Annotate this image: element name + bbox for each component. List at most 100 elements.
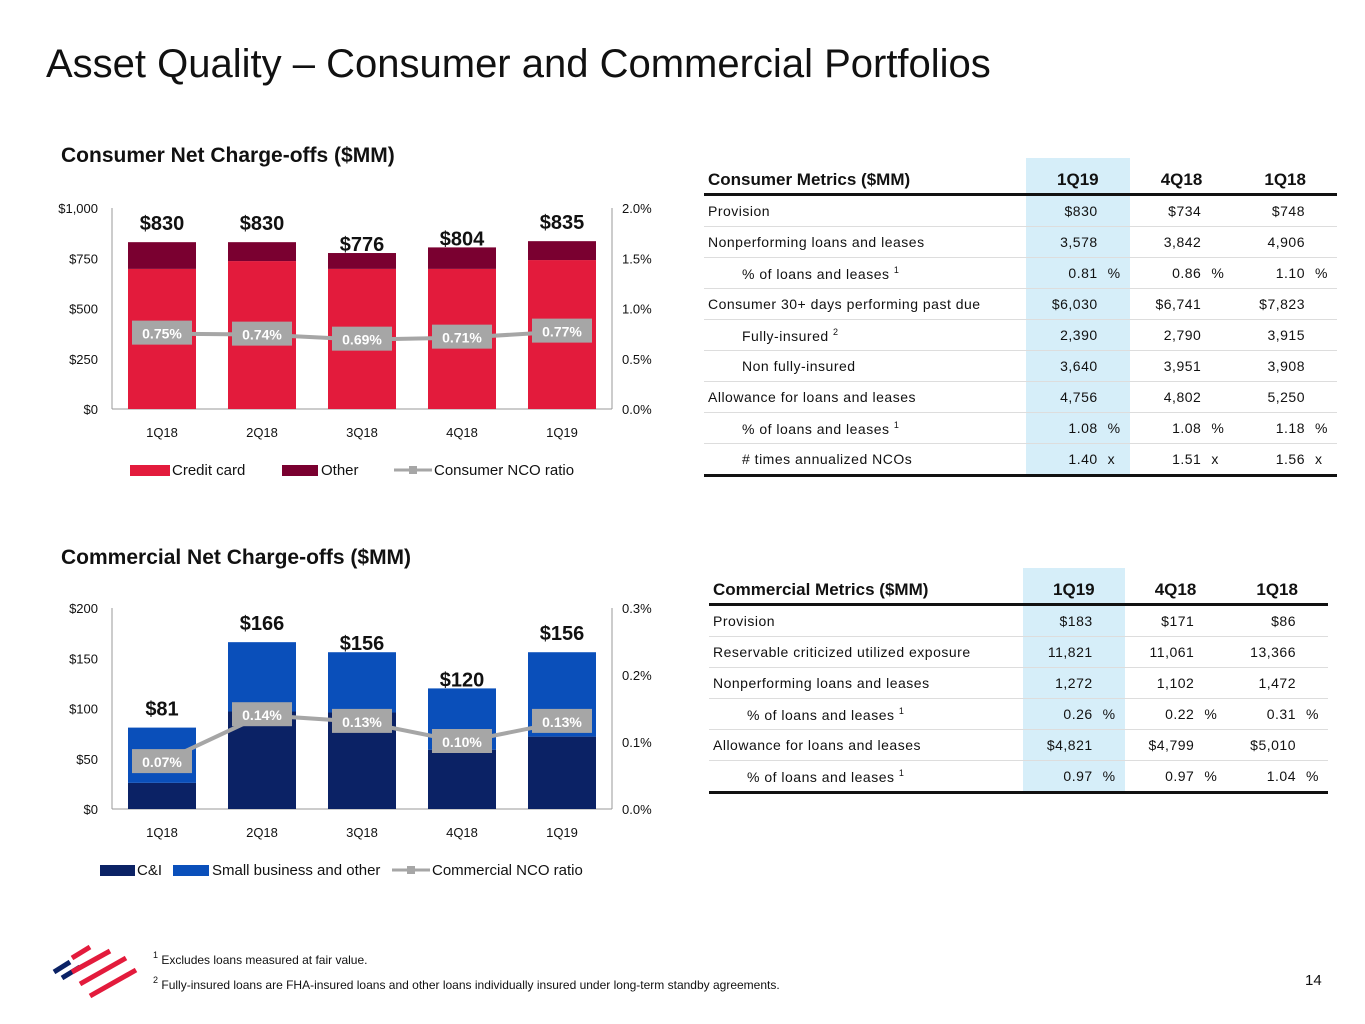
- cell-value: $86: [1226, 604, 1300, 637]
- consumer-chart-title: Consumer Net Charge-offs ($MM): [61, 144, 395, 167]
- cell-unit: [1198, 729, 1227, 761]
- cell-value: 0.31: [1226, 698, 1300, 730]
- cell-unit: [1300, 667, 1328, 699]
- cell-unit: [1198, 667, 1227, 699]
- cell-unit: [1300, 636, 1328, 668]
- bar-total-label: $835: [540, 212, 585, 234]
- column-header: 4Q18: [1154, 580, 1197, 599]
- legend-label: Credit card: [172, 462, 245, 479]
- cell-value: 13,366: [1226, 636, 1300, 668]
- cell-unit: [1101, 319, 1130, 351]
- row-label: Provision: [709, 604, 1023, 637]
- table-row: # times annualized NCOs 1.40 x 1.51 x 1.56 x: [704, 443, 1337, 477]
- footnote-ref: 1: [898, 705, 905, 716]
- ratio-label: 0.69%: [342, 332, 382, 348]
- cell-value: 3,915: [1233, 319, 1309, 351]
- ratio-label-box: [232, 321, 292, 346]
- cell-value: 3,640: [1026, 350, 1102, 382]
- ratio-label-box: [532, 708, 592, 733]
- ratio-label: 0.07%: [142, 754, 182, 770]
- table-row: Nonperforming loans and leases 1,272 1,102…: [709, 667, 1328, 699]
- x-tick-label: 2Q18: [246, 825, 278, 840]
- bar-c-i: [128, 782, 196, 809]
- bar-total-label: $166: [240, 613, 285, 635]
- row-label: Consumer 30+ days performing past due: [704, 288, 1026, 320]
- bar-total-label: $830: [240, 213, 285, 235]
- cell-value: 4,906: [1233, 226, 1309, 258]
- cell-value: 1.10: [1233, 257, 1309, 289]
- cell-value: $7,823: [1233, 288, 1309, 320]
- table-header-label: Commercial Metrics ($MM): [713, 580, 929, 599]
- cell-unit: [1205, 226, 1234, 258]
- cell-unit: x: [1205, 443, 1234, 477]
- cell-value: 0.97: [1023, 760, 1097, 794]
- y-tick-label-right: 1.0%: [622, 302, 652, 317]
- cell-value: $6,741: [1129, 288, 1206, 320]
- row-label-text: Non fully-insured: [742, 358, 856, 374]
- legend-label: Commercial NCO ratio: [432, 862, 583, 879]
- cell-unit: x: [1309, 443, 1337, 477]
- bar-total-label: $81: [145, 699, 178, 721]
- y-tick-label-right: 2.0%: [622, 201, 652, 216]
- cell-unit: [1096, 667, 1125, 699]
- x-tick-label: 3Q18: [346, 425, 378, 440]
- row-label-text: % of loans and leases: [742, 265, 890, 282]
- cell-unit: %: [1096, 698, 1125, 730]
- row-label: Reservable criticized utilized exposure: [709, 636, 1023, 668]
- row-label: Allowance for loans and leases: [709, 729, 1023, 761]
- table-row: Nonperforming loans and leases 3,578 3,842…: [704, 226, 1337, 258]
- y-tick-label-right: 0.2%: [622, 668, 652, 683]
- cell-value: 1.08: [1026, 412, 1102, 444]
- table-row: Fully-insured 2 2,390 2,790 3,915: [704, 319, 1337, 351]
- legend-marker: [407, 866, 415, 874]
- cell-unit: [1198, 636, 1227, 668]
- cell-unit: [1096, 636, 1125, 668]
- bar-other: [228, 242, 296, 262]
- cell-unit: [1205, 381, 1234, 413]
- ratio-label: 0.14%: [242, 707, 282, 723]
- bar-other: [428, 247, 496, 269]
- consumer-metrics-table: Consumer Metrics ($MM) 1Q19 4Q18 1Q18 Provis…: [704, 158, 1337, 477]
- legend-swatch: [282, 465, 318, 476]
- cell-unit: [1309, 350, 1337, 382]
- cell-unit: [1101, 288, 1130, 320]
- y-tick-label-right: 0.5%: [622, 352, 652, 367]
- table-header-row: Commercial Metrics ($MM) 1Q19 4Q18 1Q18: [709, 568, 1328, 605]
- ratio-label-box: [332, 708, 392, 733]
- legend-label: Other: [321, 462, 359, 479]
- footnotes: 1 Excludes loans measured at fair value.…: [153, 945, 780, 995]
- row-label-text: Nonperforming loans and leases: [713, 675, 930, 691]
- table-row: Non fully-insured 3,640 3,951 3,908: [704, 350, 1337, 382]
- commercial-metrics-table: Commercial Metrics ($MM) 1Q19 4Q18 1Q18 Prov…: [709, 568, 1328, 794]
- column-header: 1Q19: [1026, 158, 1130, 195]
- cell-value: $4,799: [1124, 729, 1199, 761]
- cell-unit: %: [1309, 257, 1337, 289]
- table-row: Provision $830 $734 $748: [704, 194, 1337, 227]
- bar-total-label: $120: [440, 669, 485, 691]
- cell-value: 3,578: [1026, 226, 1102, 258]
- cell-value: 0.22: [1124, 698, 1199, 730]
- cell-value: 1,102: [1124, 667, 1199, 699]
- bar-other: [128, 242, 196, 269]
- consumer-nco-chart: $0 $250 $500 $750 $1,000 0.0% 0.5% 1.0% 1.5% 2.0%…: [58, 201, 652, 479]
- column-header: 1Q18: [1256, 580, 1298, 599]
- cell-value: $734: [1129, 194, 1206, 227]
- x-tick-label: 1Q19: [546, 825, 578, 840]
- y-tick-label: $100: [69, 702, 98, 717]
- footnote-ref: 1: [893, 419, 900, 430]
- cell-unit: [1309, 381, 1337, 413]
- row-label-text: % of loans and leases: [742, 420, 890, 437]
- footnote-ref: 1: [893, 264, 900, 275]
- legend-swatch: [100, 865, 135, 876]
- legend-label: Consumer NCO ratio: [434, 462, 574, 479]
- ratio-label: 0.13%: [542, 714, 582, 730]
- y-tick-label: $0: [84, 802, 98, 817]
- cell-unit: x: [1101, 443, 1130, 477]
- row-label-text: Allowance for loans and leases: [708, 389, 917, 405]
- y-tick-label: $750: [69, 251, 98, 266]
- footnote-2: 2 Fully-insured loans are FHA-insured lo…: [153, 975, 780, 992]
- column-header: 1Q19: [1023, 568, 1125, 605]
- cell-unit: [1309, 288, 1337, 320]
- table-row: Allowance for loans and leases $4,821 $4,7…: [709, 729, 1328, 761]
